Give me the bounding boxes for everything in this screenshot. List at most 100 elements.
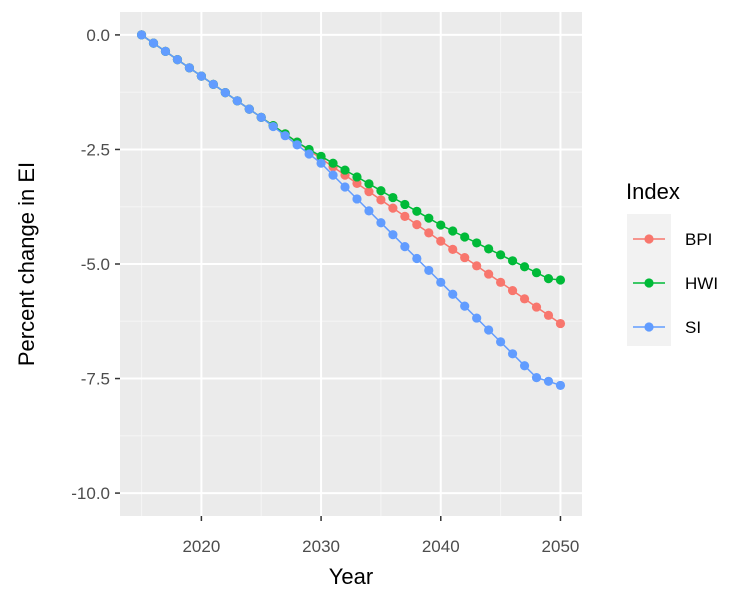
data-point-bpi — [352, 178, 362, 188]
data-point-hwi — [555, 275, 566, 285]
data-point-bpi — [543, 310, 554, 320]
data-point-bpi — [400, 211, 410, 221]
legend: Index BPI HWI SI — [626, 179, 718, 346]
legend-label-si: SI — [685, 318, 701, 337]
data-point-si — [543, 376, 554, 386]
data-point-si — [280, 131, 290, 141]
data-point-si — [208, 79, 218, 89]
y-tick-label: -7.5 — [81, 370, 110, 389]
legend-key-point — [644, 278, 654, 288]
data-point-hwi — [376, 186, 386, 196]
data-point-si — [196, 71, 206, 81]
data-point-si — [555, 380, 566, 391]
data-point-si — [328, 170, 338, 180]
data-point-si — [507, 349, 518, 359]
data-point-hwi — [519, 262, 530, 272]
data-point-bpi — [531, 302, 542, 312]
data-point-bpi — [484, 269, 494, 279]
data-point-hwi — [364, 179, 374, 189]
data-point-si — [172, 55, 183, 65]
data-point-bpi — [388, 203, 398, 213]
data-point-hwi — [484, 244, 494, 254]
data-point-bpi — [448, 244, 458, 254]
y-tick-label: -10.0 — [71, 484, 110, 503]
data-point-si — [531, 373, 542, 383]
data-point-hwi — [340, 165, 350, 175]
x-tick-label: 2050 — [542, 537, 580, 556]
data-point-si — [364, 206, 374, 216]
data-point-bpi — [436, 236, 446, 246]
data-point-si — [460, 301, 470, 311]
data-point-bpi — [472, 261, 482, 271]
legend-item-hwi: HWI — [633, 274, 718, 293]
data-point-bpi — [412, 219, 422, 230]
data-point-hwi — [424, 213, 434, 223]
data-point-hwi — [352, 172, 362, 182]
legend-label-hwi: HWI — [685, 274, 718, 293]
data-point-hwi — [460, 232, 470, 242]
data-point-si — [340, 182, 350, 192]
data-point-hwi — [472, 238, 482, 248]
data-point-si — [376, 218, 386, 228]
legend-key-point — [644, 234, 654, 244]
data-point-si — [484, 325, 494, 335]
data-point-si — [244, 104, 254, 114]
data-point-hwi — [543, 274, 554, 284]
data-point-hwi — [400, 199, 410, 210]
legend-item-bpi: BPI — [633, 230, 712, 249]
data-point-bpi — [496, 277, 506, 287]
x-tick-labels: 2020 2030 2040 2050 — [182, 537, 579, 556]
data-point-si — [220, 88, 230, 98]
axis-ticks — [115, 34, 562, 521]
data-point-si — [496, 337, 506, 347]
data-point-bpi — [376, 195, 386, 205]
data-point-hwi — [388, 192, 398, 203]
data-point-hwi — [412, 206, 422, 216]
data-point-si — [148, 38, 159, 48]
data-point-bpi — [507, 285, 518, 296]
data-point-hwi — [316, 151, 326, 161]
y-tick-label: 0.0 — [86, 26, 110, 45]
major-gridlines — [120, 12, 582, 516]
data-point-si — [136, 30, 147, 40]
data-point-si — [304, 149, 314, 159]
data-point-bpi — [519, 294, 530, 304]
y-axis-title: Percent change in EI — [14, 162, 39, 366]
data-point-bpi — [460, 252, 470, 263]
data-point-si — [424, 265, 434, 276]
data-point-hwi — [496, 250, 506, 260]
legend-title: Index — [626, 179, 680, 204]
data-point-hwi — [436, 220, 446, 230]
data-point-si — [448, 289, 458, 299]
y-tick-label: -5.0 — [81, 255, 110, 274]
y-tick-label: -2.5 — [81, 140, 110, 159]
series-si — [136, 30, 566, 391]
data-point-si — [412, 253, 422, 264]
x-tick-label: 2040 — [422, 537, 460, 556]
data-point-si — [519, 361, 530, 371]
data-point-si — [268, 121, 278, 132]
data-point-si — [316, 158, 326, 168]
x-tick-label: 2030 — [302, 537, 340, 556]
y-tick-labels: 0.0 -2.5 -5.0 -7.5 -10.0 — [71, 26, 110, 503]
data-point-bpi — [424, 228, 434, 238]
legend-key-point — [644, 322, 654, 332]
data-point-hwi — [507, 256, 518, 266]
data-point-si — [352, 194, 362, 204]
x-axis-title: Year — [329, 564, 373, 589]
data-point-si — [160, 46, 171, 57]
data-point-bpi — [364, 187, 374, 197]
data-point-si — [472, 313, 482, 323]
data-point-hwi — [328, 158, 338, 168]
data-point-si — [436, 277, 446, 287]
data-point-bpi — [555, 318, 566, 329]
data-point-si — [232, 96, 242, 106]
data-point-si — [388, 230, 398, 240]
data-point-hwi — [531, 268, 542, 278]
x-tick-label: 2020 — [182, 537, 220, 556]
series-layer — [136, 30, 566, 391]
data-point-si — [184, 63, 195, 73]
legend-keys: BPI HWI SI — [627, 214, 718, 346]
data-point-si — [292, 140, 302, 150]
